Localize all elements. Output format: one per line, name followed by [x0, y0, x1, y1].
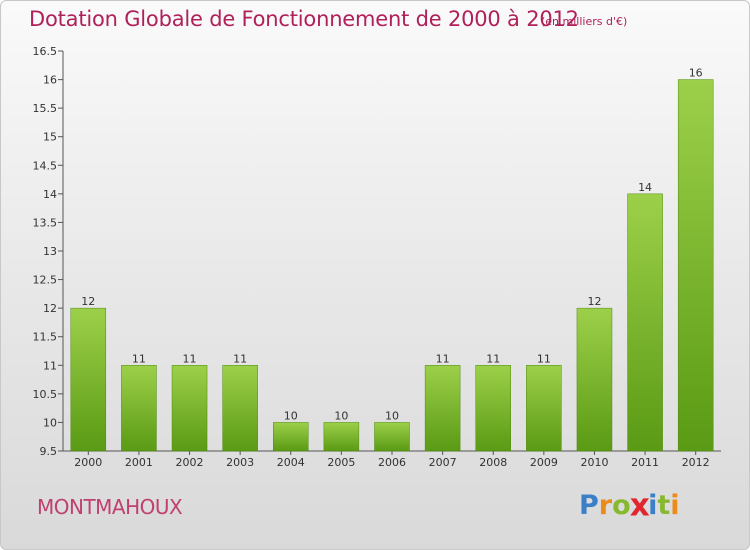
bar-value-label: 11 [132, 352, 146, 365]
logo-letter: o [612, 490, 631, 521]
x-tick-label: 2005 [327, 456, 355, 469]
bar-2003 [222, 365, 258, 452]
logo-letter: P [579, 490, 599, 521]
bar-2009 [526, 365, 562, 452]
bar-value-label: 11 [436, 352, 450, 365]
chart-subtitle: (en milliers d'€) [541, 15, 628, 28]
logo-letter: r [598, 490, 613, 521]
bar-2011 [627, 193, 663, 452]
x-tick-label: 2010 [580, 456, 608, 469]
bar-value-labels: 12 11 11 11 10 10 10 11 11 11 12 14 16 [81, 67, 702, 423]
logo-letter: x [629, 487, 650, 524]
logo-letter: i [648, 490, 658, 521]
bar-2000 [70, 307, 107, 452]
bar-value-label: 10 [284, 409, 298, 422]
x-tick-label: 2001 [125, 456, 153, 469]
y-tick-label: 14.5 [33, 159, 58, 172]
x-tick-label: 2007 [429, 456, 457, 469]
bar-2005 [323, 422, 360, 452]
y-tick-label: 16 [43, 74, 57, 87]
x-axis: 2000 2001 2002 2003 2004 2005 2006 2007 2008 2009… [63, 450, 721, 469]
bar-value-label: 14 [638, 181, 652, 194]
x-tick-label: 2002 [176, 456, 204, 469]
bar-value-label: 11 [537, 352, 551, 365]
y-tick-label: 16.5 [33, 45, 58, 58]
y-tick-label: 13.5 [33, 216, 58, 229]
y-tick-label: 9.5 [40, 445, 58, 458]
y-tick-label: 10 [43, 416, 57, 429]
y-tick-label: 10.5 [33, 388, 58, 401]
x-tick-label: 2003 [226, 456, 254, 469]
bar-2001 [121, 365, 157, 452]
y-tick-label: 14 [43, 188, 57, 201]
bar-value-label: 10 [334, 409, 348, 422]
bar-2012 [677, 79, 714, 452]
bar-2002 [171, 365, 208, 452]
y-tick-label: 12 [43, 302, 57, 315]
bar-2007 [424, 365, 461, 452]
bar-2006 [374, 422, 410, 452]
bar-value-label: 11 [486, 352, 500, 365]
bar-value-label: 11 [183, 352, 197, 365]
logo-letter: t [657, 490, 671, 521]
y-tick-label: 12.5 [33, 274, 58, 287]
y-tick-label: 11 [43, 359, 57, 372]
chart-title: Dotation Globale de Fonctionnement de 20… [29, 7, 579, 31]
y-tick-label: 11.5 [33, 331, 58, 344]
x-tick-label: 2006 [378, 456, 406, 469]
y-axis: 9.5 10 10.5 11 11.5 12 12.5 13 13.5 14 14.5 15 15.5 1… [33, 45, 64, 458]
bar-value-label: 16 [689, 67, 703, 80]
x-tick-label: 2000 [74, 456, 102, 469]
bar-value-label: 11 [233, 352, 247, 365]
bar-value-label: 12 [81, 295, 95, 308]
y-tick-label: 15 [43, 131, 57, 144]
bar-value-label: 10 [385, 409, 399, 422]
proxiti-logo: Proxiti [579, 487, 680, 524]
bar-2010 [576, 307, 613, 452]
bars [70, 79, 714, 452]
x-tick-label: 2011 [631, 456, 659, 469]
city-name: MONTMAHOUX [37, 495, 183, 519]
logo-letter: i [670, 490, 680, 521]
bar-value-label: 12 [587, 295, 601, 308]
y-tick-label: 15.5 [33, 102, 58, 115]
x-tick-label: 2009 [530, 456, 558, 469]
bar-2004 [273, 422, 309, 452]
x-tick-label: 2012 [682, 456, 710, 469]
y-tick-label: 13 [43, 245, 57, 258]
x-tick-label: 2004 [277, 456, 305, 469]
x-tick-label: 2008 [479, 456, 507, 469]
bar-2008 [475, 365, 511, 452]
